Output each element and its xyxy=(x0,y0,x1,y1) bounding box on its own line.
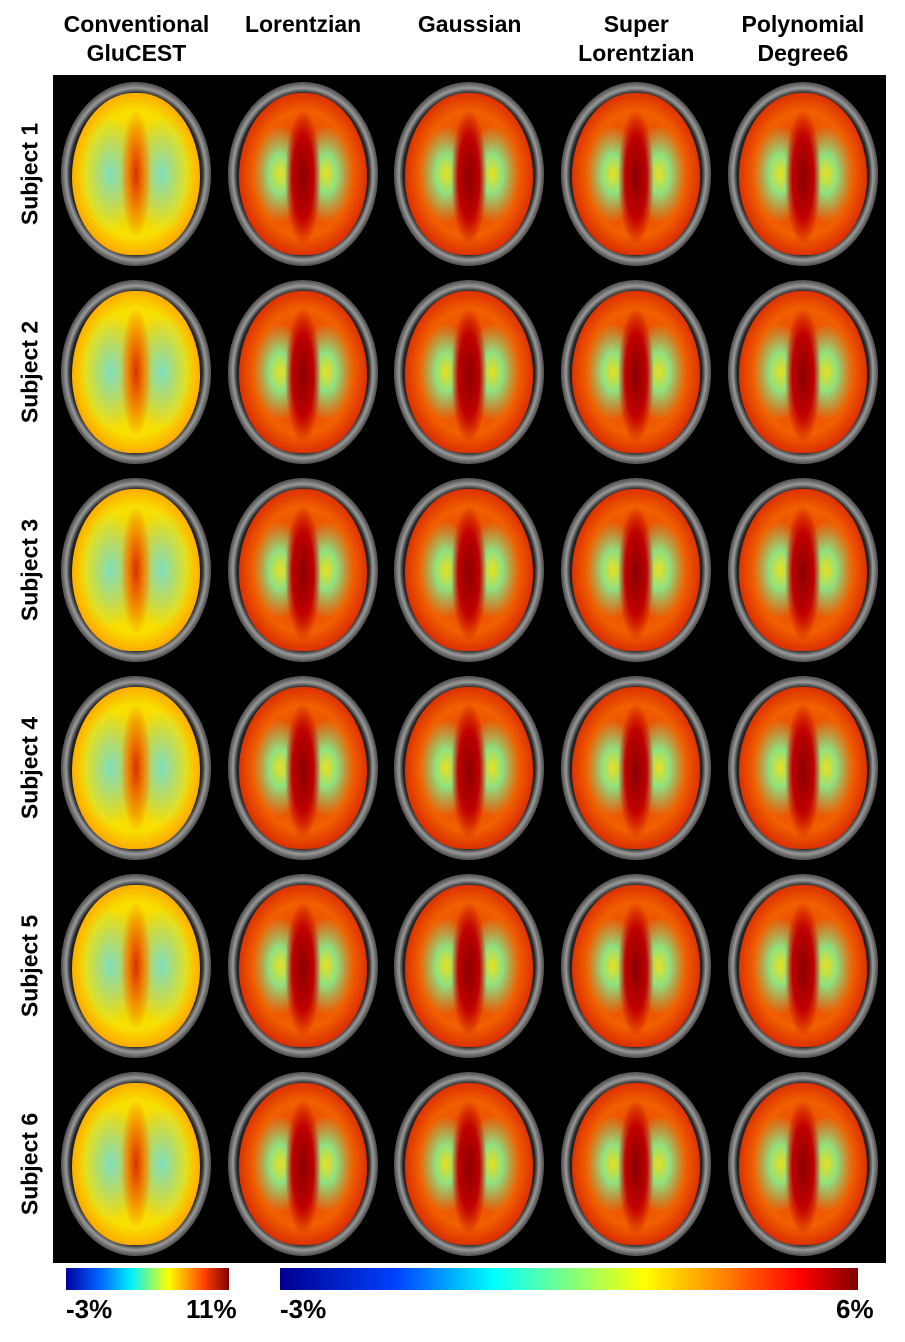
glucest-map xyxy=(72,1083,201,1245)
brain-map-image xyxy=(719,273,886,471)
brain-map-image xyxy=(719,867,886,1065)
brain-map-image xyxy=(386,75,553,273)
glucest-map xyxy=(738,1083,867,1245)
glucest-map xyxy=(572,291,701,453)
colorbar-conventional xyxy=(66,1268,229,1290)
row-label: Subject 3 xyxy=(16,518,43,622)
glucest-map xyxy=(405,885,534,1047)
glucest-map xyxy=(238,885,367,1047)
column-header: Gaussian xyxy=(417,11,522,37)
brain-map-image xyxy=(553,471,720,669)
glucest-map xyxy=(238,291,367,453)
glucest-map xyxy=(238,93,367,255)
glucest-map xyxy=(572,93,701,255)
brain-map-image xyxy=(719,1065,886,1263)
brain-map-image xyxy=(553,669,720,867)
glucest-map xyxy=(238,489,367,651)
brain-map-image xyxy=(53,867,220,1065)
brain-map-image xyxy=(553,75,720,273)
column-header: Lorentzian xyxy=(244,11,362,37)
row-label: Subject 2 xyxy=(16,320,43,424)
brain-map-image xyxy=(53,669,220,867)
glucest-map xyxy=(738,885,867,1047)
glucest-map xyxy=(738,93,867,255)
row-label: Subject 6 xyxy=(16,1112,43,1216)
glucest-map xyxy=(72,489,201,651)
glucest-map xyxy=(72,687,201,849)
row-label: Subject 1 xyxy=(16,122,43,226)
glucest-map xyxy=(405,93,534,255)
glucest-map xyxy=(238,687,367,849)
brain-map-image xyxy=(386,471,553,669)
glucest-map xyxy=(72,291,201,453)
brain-map-image xyxy=(220,471,387,669)
glucest-map xyxy=(572,885,701,1047)
glucest-map xyxy=(72,885,201,1047)
brain-map-image xyxy=(553,1065,720,1263)
brain-map-image xyxy=(53,471,220,669)
column-header: Super Lorentzian xyxy=(578,11,695,66)
brain-map-image xyxy=(220,273,387,471)
column-header: Polynomial Degree6 xyxy=(741,11,865,66)
colorbar-fitting xyxy=(280,1268,858,1290)
brain-map-image xyxy=(53,273,220,471)
colorbar-left-min: -3% xyxy=(66,1294,113,1324)
glucest-map xyxy=(738,687,867,849)
brain-map-image xyxy=(719,75,886,273)
image-grid xyxy=(53,75,886,1263)
glucest-map xyxy=(238,1083,367,1245)
glucest-map xyxy=(405,687,534,849)
row-label: Subject 4 xyxy=(16,716,43,820)
brain-map-image xyxy=(386,273,553,471)
glucest-map xyxy=(572,687,701,849)
glucest-map xyxy=(405,1083,534,1245)
glucest-map xyxy=(405,291,534,453)
brain-map-image xyxy=(220,1065,387,1263)
glucest-map xyxy=(572,489,701,651)
row-label: Subject 5 xyxy=(16,914,43,1018)
brain-map-image xyxy=(386,669,553,867)
colorbar-left-max: 11% xyxy=(186,1294,237,1324)
column-header: Conventional GluCEST xyxy=(63,11,210,66)
brain-map-image xyxy=(553,867,720,1065)
glucest-map xyxy=(72,93,201,255)
brain-map-image xyxy=(719,471,886,669)
glucest-map xyxy=(405,489,534,651)
brain-map-image xyxy=(53,75,220,273)
brain-map-image xyxy=(386,867,553,1065)
colorbar-right-max: 6% xyxy=(836,1294,874,1324)
brain-map-image xyxy=(719,669,886,867)
brain-map-image xyxy=(220,669,387,867)
brain-map-image xyxy=(386,1065,553,1263)
glucest-map xyxy=(572,1083,701,1245)
brain-map-image xyxy=(220,75,387,273)
glucest-map xyxy=(738,489,867,651)
colorbar-right-min: -3% xyxy=(280,1294,327,1324)
brain-map-image xyxy=(220,867,387,1065)
glucest-map xyxy=(738,291,867,453)
brain-map-image xyxy=(553,273,720,471)
brain-map-image xyxy=(53,1065,220,1263)
